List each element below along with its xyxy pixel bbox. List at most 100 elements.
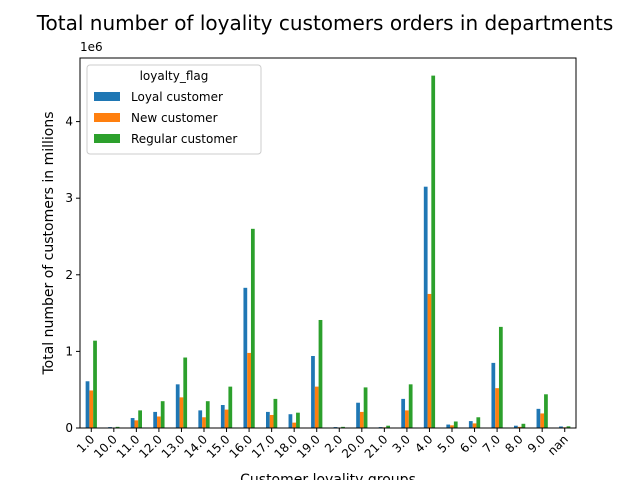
x-tick-label: 19.0 [294, 432, 323, 461]
bar-new-customer-15.0 [224, 409, 229, 428]
y-tick-label: 2 [65, 268, 73, 282]
y-axis-label: Total number of customers in millions [41, 112, 57, 376]
x-tick-label: 11.0 [114, 432, 143, 461]
bar-loyal-customer-17.0 [266, 411, 270, 428]
bar-regular-customer-9.0 [544, 394, 548, 428]
x-tick-label: 7.0 [480, 432, 503, 455]
bar-new-customer-5.0 [450, 425, 454, 428]
x-tick-label: 9.0 [525, 432, 548, 455]
bar-regular-customer-6.0 [476, 417, 481, 428]
bar-regular-customer-1.0 [93, 340, 97, 428]
bar-regular-customer-10.0 [115, 426, 120, 428]
legend-box [86, 64, 262, 155]
bar-regular-customer-17.0 [273, 398, 278, 428]
bar-new-customer-8.0 [517, 426, 522, 428]
bar-loyal-customer-3.0 [401, 398, 406, 428]
bar-loyal-customer-5.0 [446, 424, 451, 428]
bar-new-customer-20.0 [359, 411, 364, 428]
x-axis: 1.010.011.012.013.014.015.016.017.018.01… [74, 428, 571, 461]
bar-new-customer-16.0 [247, 352, 251, 428]
bar-new-customer-14.0 [202, 417, 206, 428]
bar-regular-customer-13.0 [183, 357, 188, 428]
plot-frame [79, 57, 577, 429]
bar-regular-customer-12.0 [160, 401, 165, 428]
bar-regular-customer-20.0 [363, 387, 368, 428]
bar-new-customer-9.0 [540, 413, 545, 428]
legend-swatch-loyal-customer [94, 92, 120, 101]
bar-loyal-customer-6.0 [468, 421, 473, 428]
x-axis-label: Customer loyality groups [240, 472, 416, 480]
y-tick-label: 1 [65, 344, 73, 358]
bar-loyal-customer-13.0 [175, 384, 180, 428]
y-tick-label: 4 [65, 115, 73, 129]
y-offset-label: 1e6 [80, 40, 103, 54]
y-tick-label: 3 [65, 191, 73, 205]
x-tick-label: 3.0 [390, 432, 413, 455]
x-tick-label: 8.0 [502, 432, 525, 455]
bar-regular-customer-8.0 [521, 423, 526, 428]
bar-regular-customer-3.0 [408, 384, 413, 428]
x-tick-label: 18.0 [272, 432, 301, 461]
bar-loyal-customer-14.0 [198, 410, 203, 428]
legend-label: Loyal customer [131, 90, 223, 104]
bar-new-customer-11.0 [134, 420, 139, 428]
bar-loyal-customer-19.0 [311, 355, 315, 428]
legend-title: loyalty_flag [140, 69, 209, 83]
x-tick-label: 10.0 [91, 432, 120, 461]
x-tick-label: 21.0 [362, 432, 391, 461]
bar-regular-customer-18.0 [296, 412, 300, 428]
bar-loyal-customer-7.0 [491, 362, 496, 428]
bar-regular-customer-19.0 [318, 319, 323, 428]
x-tick-label: 12.0 [136, 432, 165, 461]
x-tick-label: 5.0 [435, 432, 458, 455]
bar-regular-customer-11.0 [138, 410, 142, 428]
bar-new-customer-17.0 [269, 414, 274, 428]
bar-regular-customer-21.0 [386, 425, 390, 428]
y-tick-label: 0 [65, 421, 73, 435]
bar-loyal-customer-20.0 [356, 402, 360, 428]
x-tick-label: 13.0 [159, 432, 188, 461]
x-tick-label: 20.0 [339, 432, 368, 461]
x-tick-label: 6.0 [457, 432, 480, 455]
x-tick-label: 14.0 [181, 432, 210, 461]
bar-loyal-customer-1.0 [85, 381, 90, 428]
bar-regular-customer-4.0 [431, 75, 436, 428]
x-tick-label: 17.0 [249, 432, 278, 461]
bar-regular-customer-7.0 [498, 326, 503, 428]
chart-title: Total number of loyality customers order… [36, 11, 614, 35]
bars-layer [85, 75, 571, 428]
bar-loyal-customer-15.0 [220, 405, 225, 428]
bar-new-customer-1.0 [89, 390, 94, 428]
bar-loyal-customer-nan [559, 426, 563, 428]
legend-label: New customer [131, 111, 218, 125]
bar-loyal-customer-4.0 [423, 186, 428, 428]
bar-regular-customer-5.0 [453, 421, 458, 428]
bar-new-customer-6.0 [472, 423, 477, 428]
legend: loyalty_flag Loyal customer New customer R… [86, 64, 262, 155]
bar-new-customer-12.0 [157, 416, 161, 428]
x-tick-label: nan [545, 432, 571, 458]
bar-new-customer-18.0 [292, 422, 297, 428]
bar-loyal-customer-16.0 [243, 287, 248, 428]
legend-label: Regular customer [131, 132, 237, 146]
bar-loyal-customer-9.0 [536, 408, 541, 428]
bar-regular-customer-nan [566, 426, 571, 428]
bar-regular-customer-16.0 [250, 228, 255, 428]
x-tick-label: 16.0 [226, 432, 255, 461]
y-axis: 0 1 2 3 4 [65, 115, 80, 435]
bar-regular-customer-15.0 [228, 386, 233, 428]
bar-regular-customer-2.0 [341, 426, 345, 428]
bar-regular-customer-14.0 [205, 401, 210, 428]
bar-new-customer-13.0 [179, 397, 184, 428]
legend-swatch-regular-customer [94, 134, 120, 143]
x-tick-label: 15.0 [204, 432, 233, 461]
bar-loyal-customer-11.0 [130, 418, 135, 428]
bar-loyal-customer-12.0 [153, 411, 158, 428]
bar-new-customer-3.0 [405, 410, 409, 428]
legend-swatch-new-customer [94, 113, 120, 122]
bar-new-customer-19.0 [314, 386, 319, 428]
bar-new-customer-4.0 [427, 293, 432, 428]
bar-loyal-customer-18.0 [288, 414, 293, 428]
bar-new-customer-7.0 [495, 388, 499, 428]
